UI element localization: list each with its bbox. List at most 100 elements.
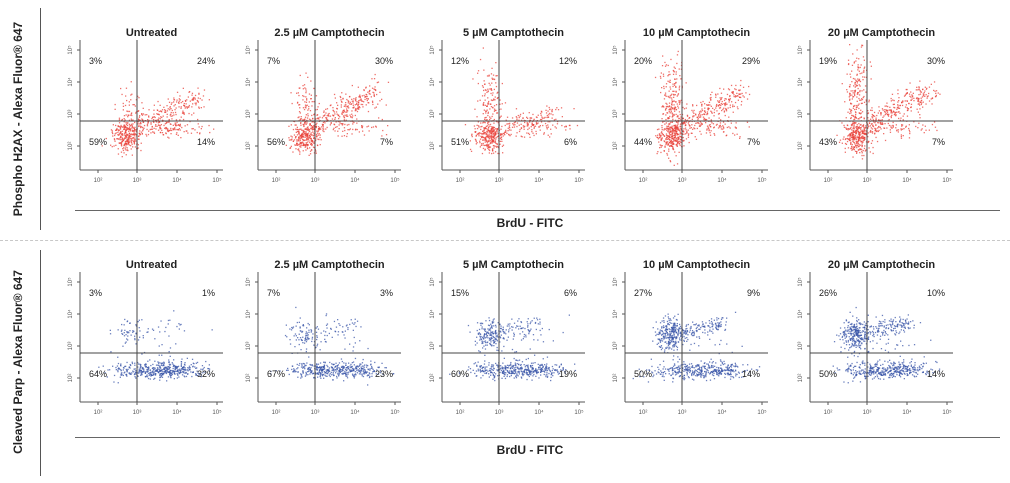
data-point bbox=[522, 112, 524, 114]
data-point bbox=[347, 110, 349, 112]
data-point bbox=[127, 141, 129, 143]
data-point bbox=[486, 130, 488, 132]
data-point bbox=[854, 122, 856, 124]
data-point bbox=[342, 369, 344, 372]
data-point bbox=[496, 364, 498, 366]
data-point bbox=[482, 133, 484, 135]
data-point bbox=[130, 138, 132, 140]
data-point bbox=[486, 109, 488, 111]
data-point bbox=[353, 106, 355, 108]
data-point bbox=[736, 95, 739, 97]
data-point bbox=[124, 329, 126, 331]
data-point bbox=[663, 98, 666, 100]
data-point bbox=[329, 375, 331, 378]
data-point bbox=[699, 130, 701, 133]
data-point bbox=[733, 105, 735, 107]
data-point bbox=[385, 134, 388, 136]
data-point bbox=[365, 104, 367, 106]
data-point bbox=[297, 148, 299, 151]
data-point bbox=[328, 370, 330, 372]
data-point bbox=[123, 128, 125, 130]
data-point bbox=[337, 115, 340, 117]
data-point bbox=[861, 143, 863, 145]
data-point bbox=[509, 127, 511, 129]
data-point bbox=[305, 333, 307, 335]
data-point bbox=[180, 323, 182, 326]
data-point bbox=[195, 373, 197, 375]
data-point bbox=[339, 324, 341, 326]
data-point bbox=[494, 130, 496, 132]
data-point bbox=[168, 351, 170, 353]
data-point bbox=[871, 128, 874, 130]
data-point bbox=[671, 107, 673, 109]
data-point bbox=[895, 111, 897, 113]
data-point bbox=[157, 371, 160, 373]
data-point bbox=[491, 82, 493, 84]
data-point bbox=[696, 104, 698, 107]
data-point bbox=[663, 87, 665, 90]
data-point bbox=[858, 134, 860, 136]
data-point bbox=[124, 125, 126, 127]
data-point bbox=[925, 129, 927, 131]
data-point bbox=[474, 128, 476, 130]
data-point bbox=[348, 371, 350, 373]
data-point bbox=[871, 132, 874, 134]
data-point bbox=[125, 127, 128, 129]
data-point bbox=[919, 91, 922, 93]
data-point bbox=[333, 123, 335, 125]
data-point bbox=[120, 133, 123, 136]
data-point bbox=[659, 147, 661, 149]
data-point bbox=[542, 117, 544, 119]
data-point bbox=[115, 144, 117, 146]
data-point bbox=[369, 373, 371, 375]
data-point bbox=[134, 362, 136, 364]
data-point bbox=[549, 136, 551, 138]
data-point bbox=[859, 113, 862, 115]
data-point bbox=[132, 127, 134, 129]
data-point bbox=[478, 125, 480, 127]
data-point bbox=[343, 362, 345, 364]
data-point bbox=[677, 50, 679, 53]
y-tick-label: 10³ bbox=[68, 342, 74, 351]
data-point bbox=[325, 117, 327, 119]
data-point bbox=[184, 362, 186, 364]
data-point bbox=[704, 113, 706, 116]
data-point bbox=[676, 140, 679, 142]
data-point bbox=[494, 141, 496, 143]
data-point bbox=[311, 128, 313, 130]
data-point bbox=[361, 95, 363, 97]
data-point bbox=[480, 126, 482, 128]
data-point bbox=[118, 130, 120, 132]
data-point bbox=[735, 122, 737, 124]
data-point bbox=[903, 95, 906, 97]
data-point bbox=[110, 129, 113, 131]
data-point bbox=[176, 325, 178, 328]
data-point bbox=[324, 340, 327, 343]
data-point bbox=[888, 124, 891, 127]
data-point bbox=[297, 367, 299, 369]
data-point bbox=[484, 127, 487, 129]
data-point bbox=[672, 146, 674, 148]
data-point bbox=[850, 110, 853, 112]
data-point bbox=[351, 370, 353, 372]
data-point bbox=[311, 144, 313, 147]
data-point bbox=[348, 362, 350, 364]
data-point bbox=[299, 337, 302, 339]
data-point bbox=[855, 85, 857, 87]
data-point bbox=[685, 82, 687, 84]
data-point bbox=[899, 112, 901, 114]
data-point bbox=[502, 132, 504, 135]
data-point bbox=[728, 116, 730, 118]
data-point bbox=[199, 133, 201, 135]
data-point bbox=[736, 106, 739, 108]
data-point bbox=[560, 107, 563, 109]
data-point bbox=[119, 376, 121, 378]
data-point bbox=[890, 97, 892, 100]
data-point bbox=[152, 121, 155, 123]
data-point bbox=[500, 134, 502, 136]
data-point bbox=[346, 108, 348, 110]
data-point bbox=[356, 103, 358, 105]
data-point bbox=[721, 100, 723, 103]
data-point bbox=[704, 111, 706, 114]
data-point bbox=[857, 126, 859, 128]
